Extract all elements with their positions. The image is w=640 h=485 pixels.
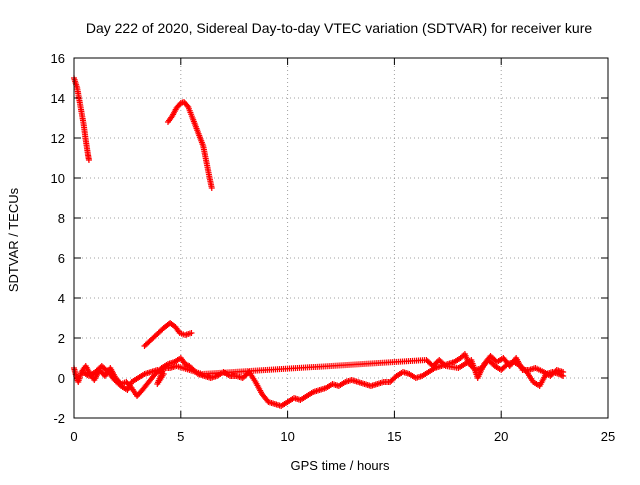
chart-title: Day 222 of 2020, Sidereal Day-to-day VTE… (86, 20, 592, 36)
data-point (208, 185, 215, 191)
y-tick-label: 14 (51, 91, 65, 106)
x-tick-label: 5 (177, 429, 184, 444)
x-tick-label: 0 (70, 429, 77, 444)
grid (74, 58, 608, 418)
series-segment-e (79, 353, 567, 393)
series-segment-c (141, 320, 195, 349)
y-tick-label: -2 (53, 411, 65, 426)
y-tick-label: 16 (51, 51, 65, 66)
y-tick-label: 10 (51, 171, 65, 186)
data-point (441, 361, 448, 368)
x-tick-label: 25 (601, 429, 615, 444)
series-segment-a (71, 75, 92, 163)
x-tick-label: 10 (280, 429, 294, 444)
x-axis-label: GPS time / hours (291, 458, 390, 473)
data-point (560, 369, 567, 375)
y-tick-label: 12 (51, 131, 65, 146)
y-tick-label: 6 (58, 251, 65, 266)
y-axis-label: SDTVAR / TECUs (6, 187, 21, 292)
data-point (184, 102, 191, 109)
y-tick-label: 2 (58, 331, 65, 346)
plot-frame (73, 57, 609, 419)
x-axis-ticks: 0 5 10 15 20 25 (70, 58, 615, 444)
y-tick-label: 0 (58, 371, 65, 386)
data-points (71, 75, 567, 409)
x-tick-label: 20 (494, 429, 508, 444)
y-tick-label: 4 (58, 291, 65, 306)
data-point (188, 330, 195, 336)
series-segment-b (164, 99, 215, 191)
y-tick-label: 8 (58, 211, 65, 226)
x-tick-label: 15 (387, 429, 401, 444)
data-point (85, 157, 92, 163)
